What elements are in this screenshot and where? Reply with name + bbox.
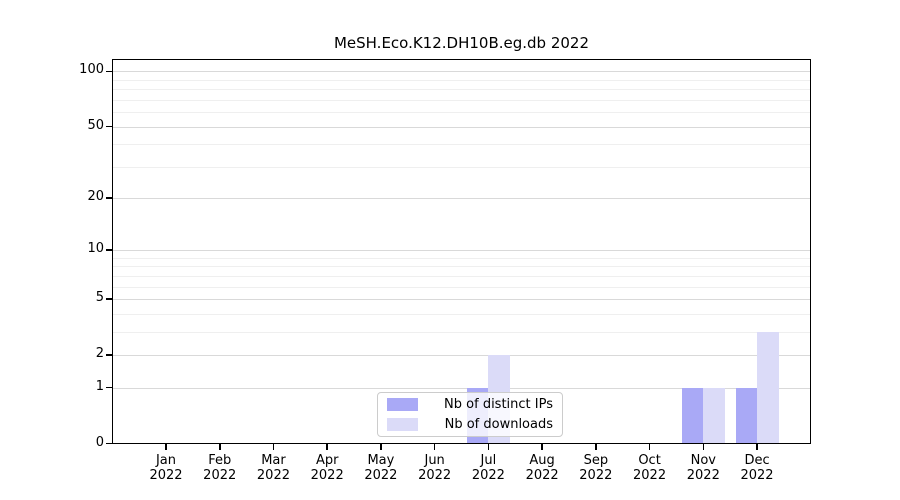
y-tick-label: 0 bbox=[95, 434, 104, 450]
x-axis-tick bbox=[702, 444, 705, 450]
chart-title: MeSH.Eco.K12.DH10B.eg.db 2022 bbox=[333, 34, 590, 52]
x-tick-label: Oct 2022 bbox=[633, 453, 667, 483]
x-tick-label: Jan 2022 bbox=[149, 453, 183, 483]
x-tick-label: Feb 2022 bbox=[203, 453, 237, 483]
y-tick-label: 1 bbox=[95, 378, 104, 394]
y-axis-tick bbox=[106, 125, 112, 128]
gridline-minor bbox=[112, 313, 811, 315]
x-tick-label: Jun 2022 bbox=[418, 453, 452, 483]
y-tick-label: 50 bbox=[87, 117, 104, 133]
x-tick-label: Sep 2022 bbox=[579, 453, 613, 483]
bar bbox=[735, 387, 758, 444]
x-tick-label: Jul 2022 bbox=[471, 453, 505, 483]
x-tick-label: Nov 2022 bbox=[686, 453, 720, 483]
y-axis-tick bbox=[106, 70, 112, 73]
legend: Nb of distinct IPs Nb of downloads bbox=[377, 392, 563, 437]
bar bbox=[703, 387, 725, 444]
x-axis-tick bbox=[380, 444, 382, 450]
gridline-minor bbox=[112, 331, 811, 333]
x-axis-tick bbox=[433, 444, 436, 450]
y-tick-label: 100 bbox=[79, 62, 104, 78]
legend-item-downloads: Nb of downloads bbox=[387, 416, 553, 433]
y-axis-tick bbox=[106, 442, 112, 445]
gridline-minor bbox=[112, 257, 811, 259]
x-tick-label: Aug 2022 bbox=[525, 453, 559, 483]
gridline-minor bbox=[112, 112, 811, 114]
x-axis-tick bbox=[272, 444, 275, 450]
plot-area bbox=[112, 59, 811, 444]
legend-label-downloads: Nb of downloads bbox=[444, 417, 553, 432]
legend-swatch-downloads bbox=[387, 418, 418, 431]
gridline-major bbox=[112, 198, 811, 200]
x-axis-tick bbox=[595, 444, 597, 450]
bar bbox=[757, 331, 779, 444]
gridline-minor bbox=[112, 266, 811, 268]
gridline-minor bbox=[112, 286, 811, 288]
y-tick-label: 5 bbox=[95, 290, 104, 306]
gridline-minor bbox=[112, 144, 811, 146]
y-axis-tick bbox=[106, 386, 112, 389]
x-tick-label: Apr 2022 bbox=[310, 453, 344, 483]
y-tick-label: 2 bbox=[95, 345, 104, 361]
x-axis-tick bbox=[648, 444, 651, 450]
gridline-minor bbox=[112, 99, 811, 101]
gridline-minor bbox=[112, 79, 811, 81]
gridline-major bbox=[112, 126, 811, 128]
x-axis-tick bbox=[487, 444, 490, 450]
x-tick-label: May 2022 bbox=[364, 453, 398, 483]
bar bbox=[681, 387, 704, 444]
gridline-major bbox=[112, 71, 811, 73]
x-axis-tick bbox=[326, 444, 328, 450]
gridline-minor bbox=[112, 166, 811, 168]
gridline-major bbox=[112, 250, 811, 252]
x-axis-tick bbox=[756, 444, 758, 450]
gridline-minor bbox=[112, 275, 811, 277]
gridline-major bbox=[112, 299, 811, 301]
legend-swatch-distinct-ips bbox=[387, 398, 418, 411]
y-axis-tick bbox=[106, 249, 112, 251]
gridline-minor bbox=[112, 89, 811, 91]
legend-label-distinct-ips: Nb of distinct IPs bbox=[444, 397, 553, 412]
y-tick-label: 10 bbox=[87, 241, 104, 257]
x-axis-tick bbox=[165, 444, 167, 450]
y-axis-tick bbox=[106, 197, 112, 199]
x-tick-label: Dec 2022 bbox=[740, 453, 774, 483]
gridline-major bbox=[112, 387, 811, 389]
x-axis-tick bbox=[541, 444, 543, 450]
legend-item-distinct-ips: Nb of distinct IPs bbox=[387, 396, 553, 413]
y-axis-tick bbox=[106, 298, 112, 300]
x-tick-label: Mar 2022 bbox=[256, 453, 290, 483]
x-axis-tick bbox=[218, 444, 221, 450]
gridline-major bbox=[112, 354, 811, 356]
y-axis-tick bbox=[106, 354, 112, 356]
y-tick-label: 20 bbox=[87, 189, 104, 205]
